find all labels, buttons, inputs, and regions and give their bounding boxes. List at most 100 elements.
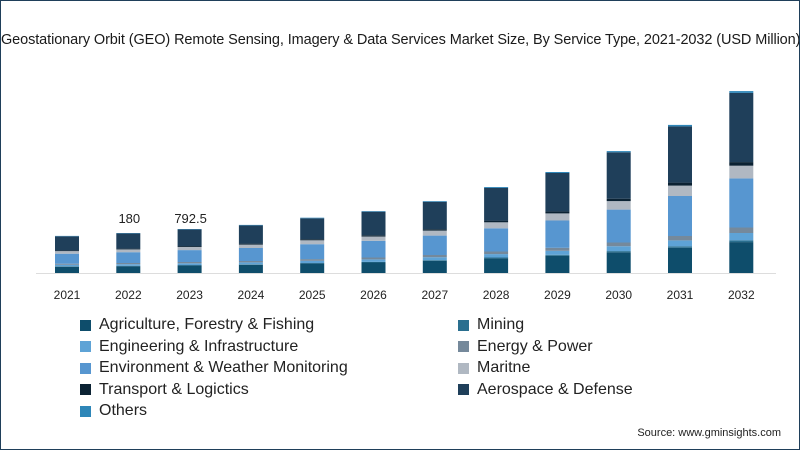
bar-segment-2021-3	[55, 263, 79, 265]
bar-segment-2024-2	[238, 262, 263, 265]
legend-label: Transport & Logictics	[99, 380, 249, 398]
bar-segment-2025-8	[300, 217, 325, 219]
bar-segment-2028-3	[484, 251, 509, 255]
bar-segment-2026-2	[361, 259, 386, 262]
legend-label: Aerospace & Defense	[477, 380, 633, 398]
bar-segment-2030-2	[606, 246, 631, 252]
bar-segment-2022-5	[116, 249, 141, 253]
bar-segment-2022-7	[116, 233, 141, 249]
bar-segment-2028-7	[484, 187, 509, 221]
legend-item: Maritne	[458, 359, 530, 377]
legend-label: Maritne	[477, 359, 531, 376]
bar-segment-2024-4	[238, 248, 263, 261]
bar-segment-2024-7	[238, 225, 263, 244]
bar-segment-2022-6	[116, 248, 141, 250]
bar-segment-2024-8	[238, 224, 263, 226]
bar-segment-2027-0	[422, 260, 447, 273]
bar-segment-2023-4	[177, 250, 202, 262]
data-label: 180	[118, 211, 140, 226]
bar-segment-2031-2	[668, 240, 692, 247]
bar-segment-2025-5	[300, 240, 325, 245]
bar-segment-2023-0	[177, 265, 202, 273]
bar-segment-2031-1	[668, 246, 692, 248]
bar-segment-2028-6	[484, 220, 509, 223]
bar-segment-2025-2	[300, 260, 325, 263]
bar-segment-2026-7	[361, 211, 386, 236]
bar-segment-2021-5	[55, 251, 79, 254]
bar-segment-2026-4	[361, 240, 386, 258]
legend-item: Energy & Power	[458, 338, 593, 356]
bar-segment-2030-5	[606, 201, 631, 210]
x-tick-label: 2024	[238, 288, 265, 302]
bar-segment-2028-5	[484, 222, 509, 229]
bar-segment-2032-3	[729, 227, 754, 233]
bar-segment-2029-2	[545, 250, 570, 255]
bar-segment-2026-1	[361, 261, 386, 263]
bar-segment-2024-6	[238, 243, 263, 245]
bar-segment-2022-4	[116, 252, 141, 263]
bar-segment-2032-2	[729, 233, 754, 241]
bar-segment-2032-5	[729, 165, 754, 179]
bar-segment-2021-4	[55, 253, 79, 264]
bar-segment-2025-6	[300, 239, 325, 241]
bar-segment-2029-6	[545, 211, 570, 214]
bar-segment-2030-0	[606, 252, 631, 273]
x-tick-label: 2026	[360, 288, 387, 302]
legend-swatch	[80, 319, 91, 331]
bar-segment-2028-4	[484, 228, 509, 252]
bar-segment-2030-8	[606, 151, 631, 153]
bar-segment-2021-7	[55, 236, 79, 251]
bar-segment-2026-5	[361, 236, 386, 241]
legend-item: Agriculture, Forestry & Fishing	[80, 316, 314, 334]
bar-segment-2030-3	[606, 242, 631, 247]
bar-segment-2026-6	[361, 235, 386, 237]
legend-label: Agriculture, Forestry & Fishing	[99, 316, 315, 333]
bar-segment-2031-5	[668, 185, 692, 196]
bar-segment-2027-3	[422, 255, 447, 258]
bar-segment-2029-8	[545, 172, 570, 173]
bar-segment-2030-7	[606, 152, 631, 199]
bar-segment-2026-0	[361, 262, 386, 273]
legend-item: Aerospace & Defense	[458, 381, 633, 399]
bar-segment-2023-7	[177, 229, 202, 247]
bar-segment-2021-2	[55, 264, 79, 267]
x-tick-label: 2022	[115, 288, 142, 302]
legend-swatch	[458, 319, 469, 331]
bar-segment-2029-1	[545, 254, 570, 256]
bar-segment-2022-3	[116, 263, 141, 265]
legend-label: Engineering & Infrastructure	[99, 337, 299, 355]
x-tick-label: 2032	[728, 288, 755, 302]
bar-segment-2029-0	[545, 255, 570, 273]
bar-segment-2030-6	[606, 198, 631, 202]
bar-segment-2022-0	[116, 266, 141, 273]
bar-segment-2027-7	[422, 201, 447, 230]
x-tick-label: 2029	[544, 288, 571, 302]
legend-item: Others	[80, 402, 147, 420]
x-tick-label: 2031	[667, 288, 694, 302]
bar-segment-2026-8	[361, 211, 386, 212]
bar-segment-2031-8	[668, 124, 692, 127]
bar-segment-2027-4	[422, 235, 447, 255]
bar-segment-2031-4	[668, 196, 692, 236]
bar-segment-2025-0	[300, 263, 325, 273]
bar-segment-2030-4	[606, 209, 631, 243]
legend-item: Environment & Weather Monitoring	[80, 359, 348, 377]
bar-segment-2022-2	[116, 264, 141, 266]
legend-label: Mining	[477, 316, 525, 333]
bar-segment-2028-0	[484, 258, 509, 273]
bar-segment-2024-1	[238, 264, 263, 265]
chart-title: Geostationary Orbit (GEO) Remote Sensing…	[1, 32, 800, 48]
bar-segment-2029-4	[545, 220, 570, 248]
data-label: 792.5	[174, 211, 207, 226]
bar-segment-2023-5	[177, 247, 202, 251]
bar-segment-2032-6	[729, 162, 754, 166]
legend-swatch	[80, 362, 91, 374]
legend-label: Others	[99, 402, 148, 419]
bar-segment-2030-1	[606, 251, 631, 253]
bar-segment-2021-0	[55, 266, 79, 273]
legend-item: Transport & Logictics	[80, 381, 249, 399]
bar-segment-2025-1	[300, 263, 325, 264]
bar-segment-2025-7	[300, 218, 325, 240]
bar-segment-2032-1	[729, 240, 754, 243]
